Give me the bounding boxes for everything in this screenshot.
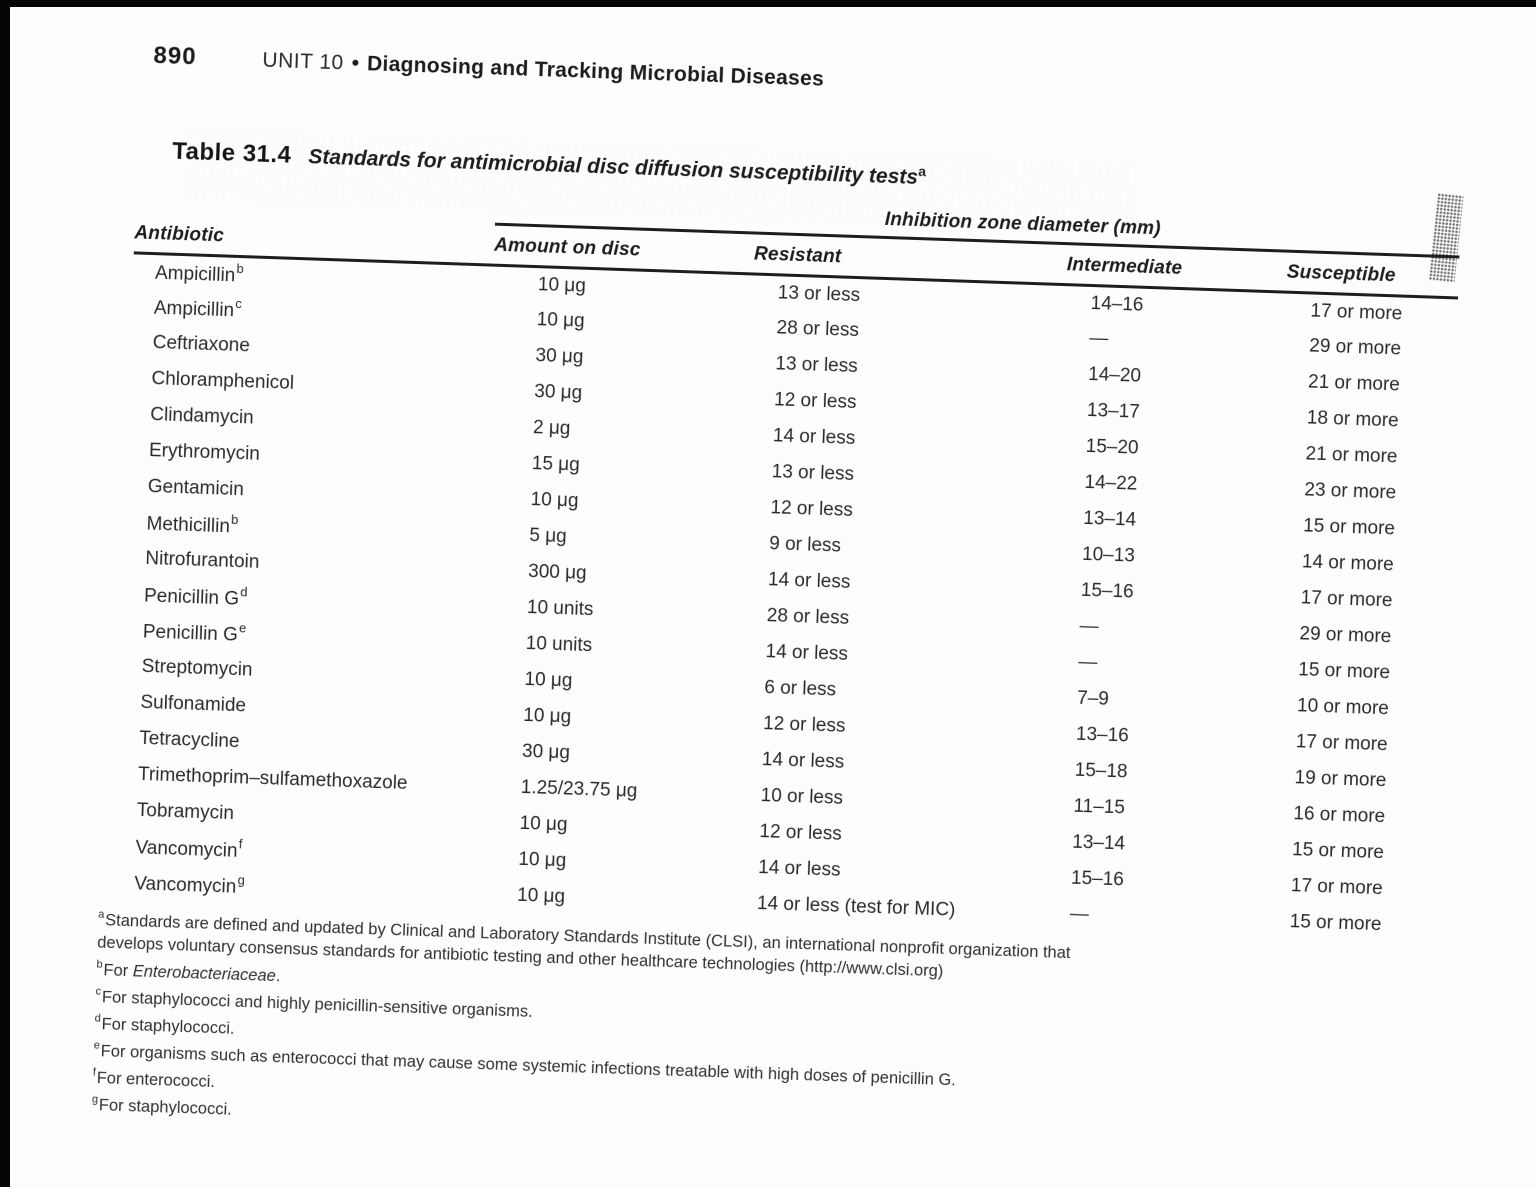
antibiotic-footnote-marker: d	[240, 584, 248, 600]
antibiotic-footnote-marker: g	[237, 872, 246, 888]
cell-susceptible: 15 or more	[1302, 515, 1396, 540]
cell-intermediate: —	[1069, 903, 1090, 926]
cell-susceptible: 15 or more	[1297, 659, 1391, 684]
antibiotic-footnote-marker: e	[238, 620, 247, 636]
cell-amount: 10 μg	[516, 884, 566, 908]
footnote-italic-term: Enterobacteriaceae	[132, 961, 277, 985]
table-number-label: Table 31.4	[171, 137, 292, 169]
cell-susceptible: 21 or more	[1305, 443, 1398, 468]
page-number: 890	[153, 41, 197, 71]
cell-susceptible: 17 or more	[1310, 300, 1403, 325]
unit-label: UNIT 10	[262, 48, 345, 75]
cell-susceptible: 14 or more	[1301, 551, 1395, 576]
bullet-separator: •	[351, 51, 360, 75]
cell-susceptible: 23 or more	[1304, 479, 1397, 504]
table-body: Ampicillinb 10 μg 13 or less 14–16 17 or mor…	[112, 252, 1458, 945]
footnote-marker: a	[98, 908, 105, 921]
cell-susceptible: 17 or more	[1290, 875, 1384, 900]
cell-susceptible: 15 or more	[1289, 911, 1382, 936]
table-caption: Table 31.4 Standards for antimicrobial di…	[171, 137, 927, 192]
table-title-text: Standards for antimicrobial disc diffusi…	[308, 145, 919, 190]
footnote-marker: f	[92, 1065, 97, 1079]
cell-susceptible: 10 or more	[1296, 695, 1390, 720]
footnote-marker: b	[96, 958, 103, 971]
footnotes: aStandards are defined and updated by Cl…	[91, 905, 1337, 1159]
cell-susceptible: 19 or more	[1294, 767, 1387, 792]
cell-susceptible: 29 or more	[1308, 335, 1402, 360]
footnote-marker: d	[94, 1012, 102, 1025]
scan-edge-top	[0, 0, 1536, 7]
cell-susceptible: 18 or more	[1306, 407, 1400, 432]
unit-title: Diagnosing and Tracking Microbial Diseas…	[366, 52, 825, 91]
cell-susceptible: 15 or more	[1291, 839, 1385, 864]
antibiotic-footnote-marker: b	[230, 512, 239, 528]
col-header-susceptible: Susceptible	[1286, 250, 1460, 298]
cell-susceptible: 21 or more	[1307, 371, 1401, 396]
scan-edge-left	[0, 0, 10, 1187]
footnote-marker: e	[93, 1038, 101, 1052]
antibiotic-footnote-marker: b	[236, 260, 245, 277]
table-title-footnote-marker: a	[917, 162, 927, 179]
cell-susceptible: 17 or more	[1300, 587, 1393, 612]
antibiotic-footnote-marker: c	[235, 296, 243, 312]
cell-susceptible: 16 or more	[1292, 803, 1386, 828]
footnote-marker: c	[95, 985, 102, 998]
running-head: 890 UNIT 10 • Diagnosing and Tracking Micro…	[153, 42, 825, 93]
susceptibility-table: Inhibition zone diameter (mm) Antibiotic…	[112, 181, 1461, 945]
antibiotic-footnote-marker: f	[238, 836, 243, 852]
footnote-marker: g	[91, 1092, 99, 1106]
cell-susceptible: 29 or more	[1299, 623, 1392, 648]
cell-susceptible: 17 or more	[1295, 731, 1388, 756]
